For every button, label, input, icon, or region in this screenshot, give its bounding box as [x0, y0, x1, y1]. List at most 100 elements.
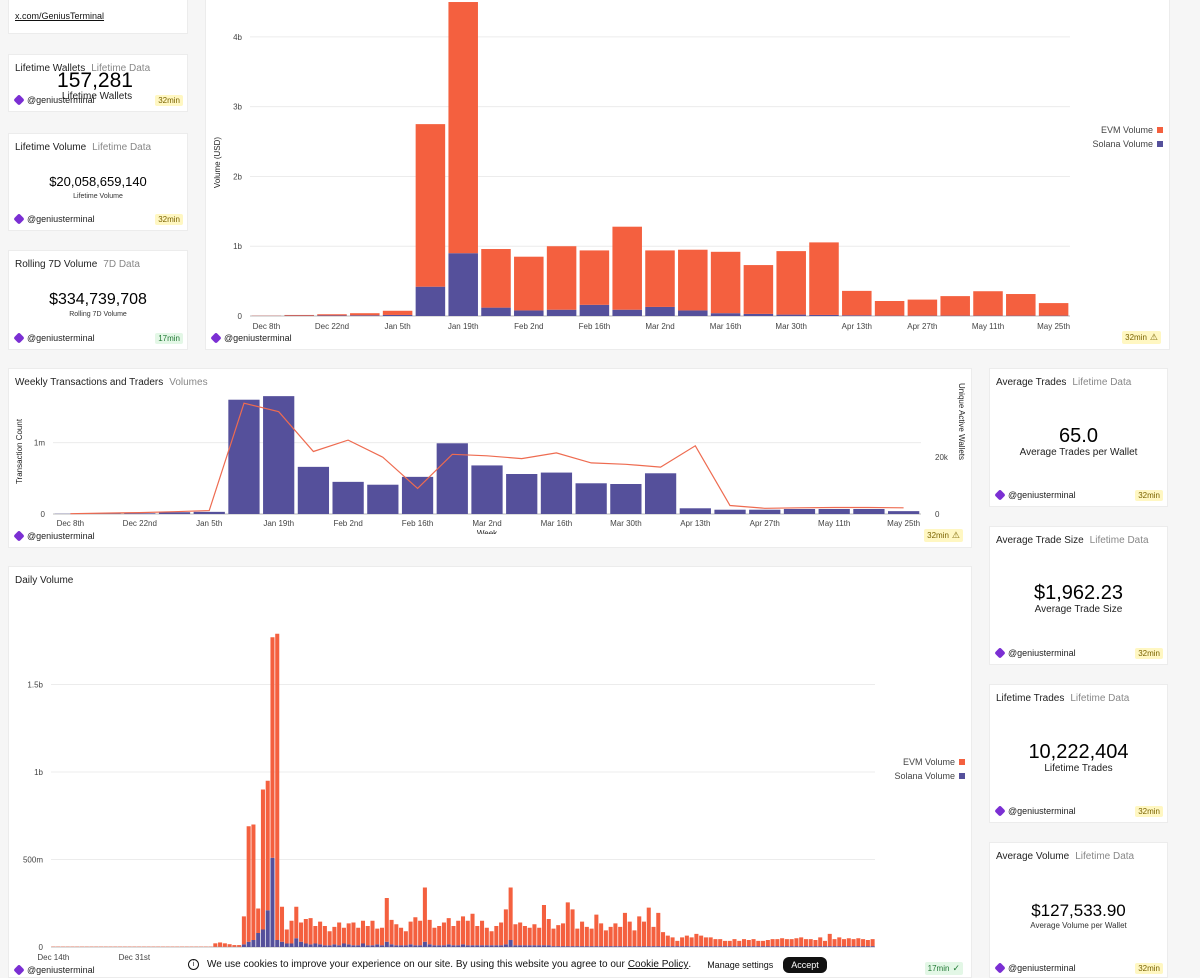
legend-evm-swatch — [959, 759, 965, 765]
bar-evm — [556, 925, 560, 946]
bar-evm — [837, 937, 841, 946]
genius-logo-icon — [994, 805, 1005, 816]
legend-evm[interactable]: EVM Volume — [1092, 123, 1163, 137]
legend-solana[interactable]: Solana Volume — [1092, 137, 1163, 151]
bar-solana — [385, 942, 389, 947]
bar-transactions — [367, 485, 398, 514]
author-handle[interactable]: @geniusterminal — [15, 214, 95, 224]
author-handle[interactable]: @geniusterminal — [15, 531, 95, 541]
bar-solana — [356, 945, 360, 947]
genius-logo-icon — [13, 94, 24, 105]
bar-solana — [270, 858, 274, 947]
bar-solana — [837, 946, 841, 947]
cookie-policy-link[interactable]: Cookie Policy — [628, 959, 689, 970]
bar-solana — [571, 946, 575, 947]
author-handle[interactable]: @geniusterminal — [996, 806, 1076, 816]
bar-evm — [332, 927, 336, 945]
author-handle[interactable]: @geniusterminal — [996, 963, 1076, 973]
author-handle[interactable]: @geniusterminal — [996, 490, 1076, 500]
bar-evm — [284, 315, 314, 316]
bar-solana — [394, 945, 398, 947]
bar-evm — [347, 923, 351, 944]
author-handle[interactable]: @geniusterminal — [212, 333, 292, 343]
bar-solana — [637, 946, 641, 947]
bar-evm — [280, 907, 284, 942]
bar-solana — [351, 945, 355, 947]
x-tick-label: May 11th — [972, 322, 1004, 331]
bar-evm — [242, 916, 246, 944]
bar-evm — [704, 937, 708, 946]
bar-solana — [556, 946, 560, 947]
average-volume-value: $127,533.90 — [990, 901, 1167, 921]
bar-evm — [794, 938, 798, 946]
legend-solana[interactable]: Solana Volume — [894, 769, 965, 783]
lifetime-volume-value: $20,058,659,140 — [9, 174, 187, 189]
x-tick-label: Jan 19th — [263, 519, 294, 528]
y-tick-label: 0 — [41, 510, 46, 519]
bar-transactions — [576, 483, 607, 514]
y-tick-label: 0 — [238, 312, 243, 321]
bar-evm — [690, 937, 694, 946]
bar-solana — [547, 310, 577, 316]
bar-solana — [604, 946, 608, 947]
y-axis-title: Transaction Count — [15, 418, 24, 484]
bar-transactions — [541, 473, 572, 514]
bar-solana — [514, 310, 544, 316]
bar-transactions — [263, 396, 294, 514]
bar-solana — [537, 945, 541, 947]
author-handle[interactable]: @geniusterminal — [15, 333, 95, 343]
bar-evm — [771, 939, 775, 946]
bar-evm — [871, 939, 875, 946]
author-handle[interactable]: @geniusterminal — [15, 95, 95, 105]
freshness-badge: 32min — [1135, 963, 1163, 974]
manage-settings-button[interactable]: Manage settings — [707, 960, 773, 970]
bar-solana — [842, 946, 846, 947]
x-profile-link[interactable]: x.com/GeniusTerminal — [15, 11, 104, 21]
bar-evm — [632, 930, 636, 946]
bar-solana — [561, 946, 565, 947]
genius-logo-icon — [210, 332, 221, 343]
bar-evm — [390, 920, 394, 945]
bar-evm — [299, 923, 303, 942]
author-handle[interactable]: @geniusterminal — [996, 648, 1076, 658]
legend-evm-swatch — [1157, 127, 1163, 133]
bar-evm — [561, 923, 565, 946]
average-trades-label: Average Trades per Wallet — [990, 447, 1167, 458]
bar-solana — [317, 315, 347, 316]
x-tick-label: Feb 2nd — [333, 519, 362, 528]
bar-evm — [223, 943, 227, 947]
bar-solana — [871, 946, 875, 947]
accept-cookies-button[interactable]: Accept — [783, 957, 827, 973]
bar-solana — [342, 944, 346, 948]
y-tick-label: 2b — [233, 172, 242, 181]
bar-solana — [332, 944, 336, 947]
bar-solana — [266, 910, 270, 947]
bar-evm — [599, 923, 603, 946]
bar-evm — [261, 790, 265, 930]
bar-evm — [766, 940, 770, 946]
bar-solana — [347, 944, 351, 947]
bar-evm — [461, 916, 465, 944]
bar-solana — [390, 944, 394, 947]
bar-solana — [423, 942, 427, 947]
bar-evm — [428, 920, 432, 945]
bar-evm — [413, 917, 417, 945]
legend-evm[interactable]: EVM Volume — [894, 755, 965, 769]
cookie-text: We use cookies to improve your experienc… — [207, 959, 625, 970]
bar-solana — [380, 945, 384, 947]
bar-evm — [423, 888, 427, 942]
bar-evm — [547, 246, 577, 309]
bar-solana — [504, 944, 508, 947]
x-tick-label: Dec 8th — [253, 322, 281, 331]
bar-evm — [713, 939, 717, 946]
bar-transactions — [853, 509, 884, 514]
bar-solana — [416, 287, 446, 316]
bar-solana — [280, 942, 284, 947]
